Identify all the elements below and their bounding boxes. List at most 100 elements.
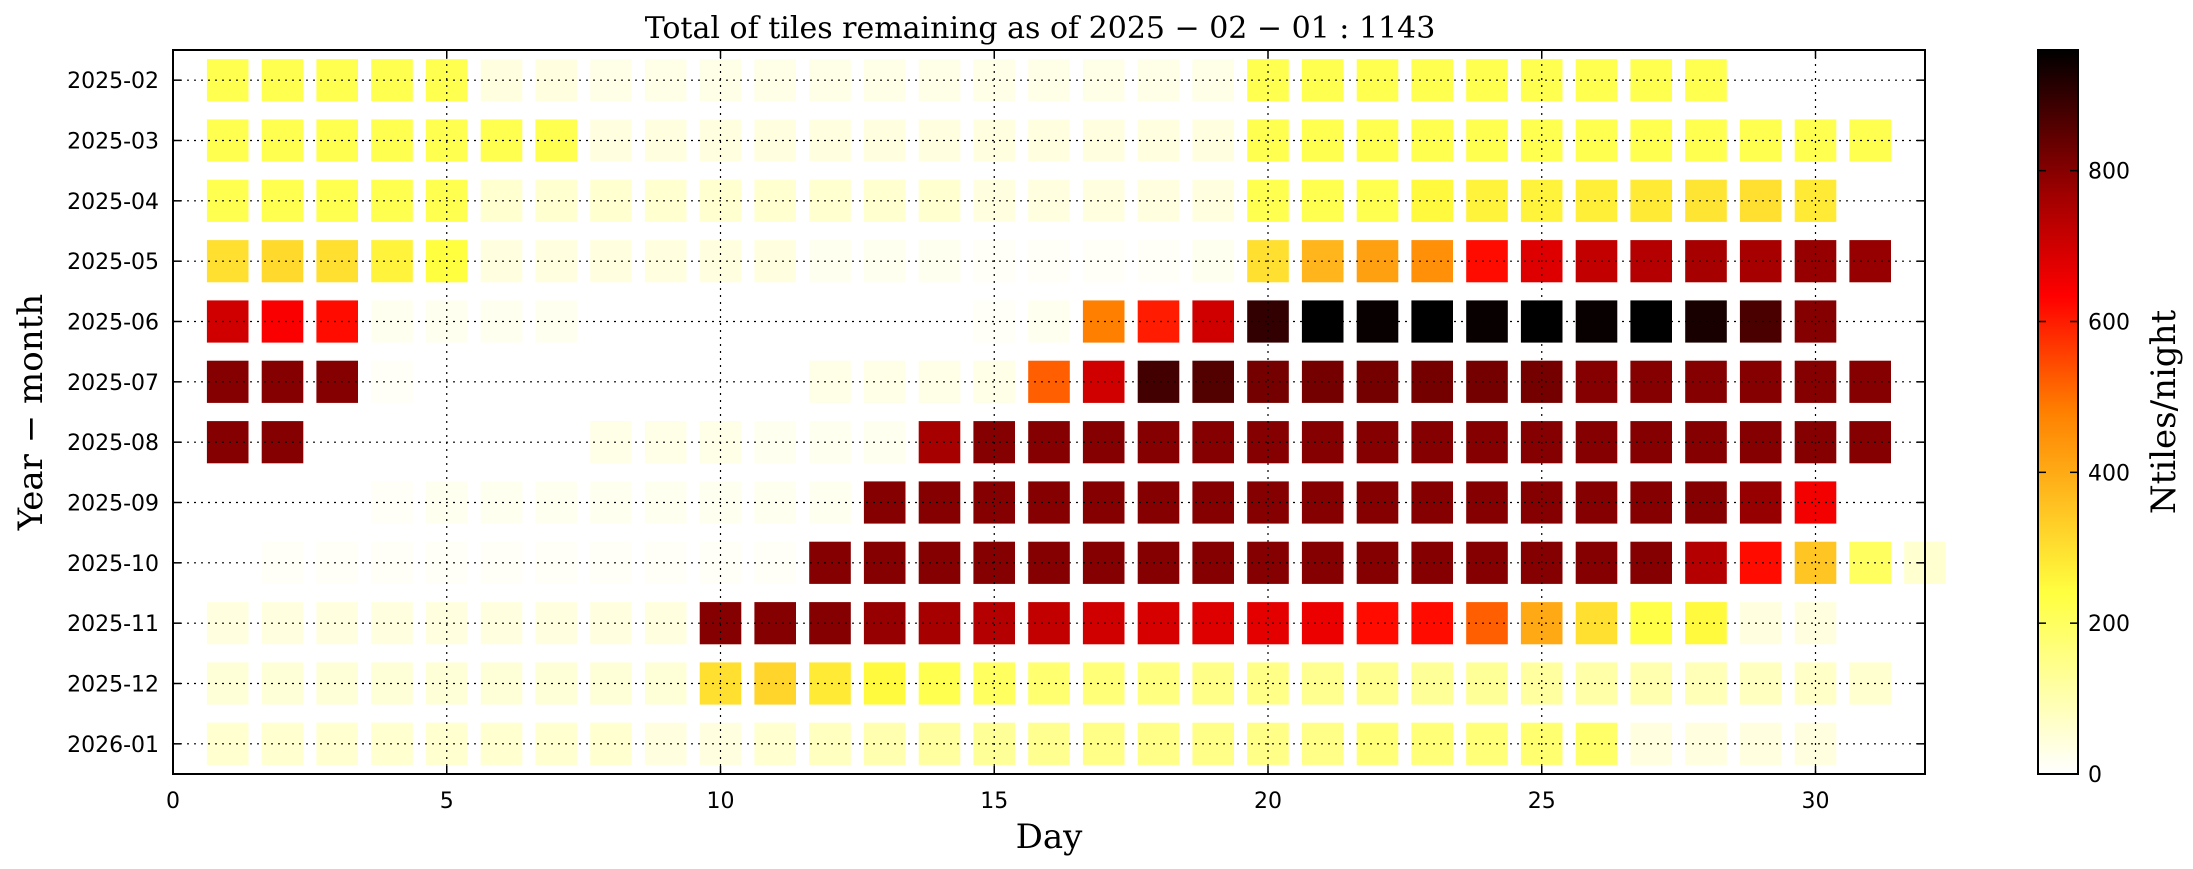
cell [1192,119,1234,162]
cell [1411,300,1453,343]
cell [316,541,358,584]
cell [480,541,523,584]
cell [1247,360,1289,403]
grid-lines [173,50,1925,774]
cell [261,300,304,343]
cell [480,602,523,645]
cell [480,421,523,464]
cell [1466,240,1508,283]
cell [863,59,906,102]
cell [1520,300,1563,343]
cell [1137,119,1180,162]
cell [1849,360,1891,403]
cell [973,119,1015,162]
colorbar-ticks: 0 200 400 600 800 [2038,160,2130,788]
cell [1247,300,1289,343]
cell [1082,602,1125,645]
cell [918,421,961,464]
cell [1137,662,1180,705]
colorbar [2037,49,2079,775]
cell [590,360,632,403]
cell [918,179,961,222]
x-tick-label: 30 [1802,789,1830,814]
cell [1411,481,1453,524]
cell [1739,421,1782,464]
y-tick-label: 2025-11 [67,612,159,637]
cell [1466,662,1508,705]
colorbar-tick-label: 400 [2088,461,2130,486]
cell [1794,360,1837,403]
cell [809,722,851,765]
cell [1466,722,1508,765]
cell [480,662,523,705]
cell [1520,119,1563,162]
cell [644,481,687,524]
cell [316,119,358,162]
cell [1575,541,1618,584]
cell [590,300,632,343]
cell [590,240,632,283]
cell [1247,662,1289,705]
cell [918,602,961,645]
cell [1411,59,1453,102]
cell [644,662,687,705]
cell [1520,360,1563,403]
cell [206,421,249,464]
cell [918,360,961,403]
cell [206,179,249,222]
cell [535,722,577,765]
cell [1137,602,1180,645]
cell [809,662,851,705]
cell [1849,421,1891,464]
cell [1466,360,1508,403]
cell [1137,240,1180,283]
cell [1575,662,1618,705]
cell [644,119,687,162]
cell [809,59,851,102]
cell [1082,541,1125,584]
cell [1137,421,1180,464]
cell [1575,722,1618,765]
cell [644,602,687,645]
y-tick-label: 2025-05 [67,250,159,275]
heatmap-cells [206,59,1946,765]
cell [1247,179,1289,222]
cell [1575,240,1618,283]
cell [261,481,304,524]
cell [973,662,1015,705]
cell [1466,421,1508,464]
y-tick-label: 2025-08 [67,431,159,456]
cell [1575,421,1618,464]
cell [918,119,961,162]
cell [316,59,358,102]
cell [316,722,358,765]
cell [1739,481,1782,524]
cell [535,179,577,222]
cell [316,602,358,645]
cell [973,179,1015,222]
y-tick-label: 2025-06 [67,311,159,336]
cell [1794,481,1837,524]
cell [1739,300,1782,343]
cell [535,300,577,343]
cell [1466,602,1508,645]
cell [1466,481,1508,524]
cell [1082,240,1125,283]
cell [1520,59,1563,102]
cell [1411,421,1453,464]
cell [1247,59,1289,102]
cell [590,59,632,102]
cell [1794,662,1837,705]
cell [809,602,851,645]
cell [480,59,523,102]
cell [1192,602,1234,645]
cell [863,722,906,765]
cell [918,481,961,524]
cell [1137,59,1180,102]
y-axis-ticks: 2025-02 2025-03 2025-04 2025-05 2025-06 2025-… [67,69,1925,758]
cell [1411,119,1453,162]
cell [1575,59,1618,102]
cell [973,300,1015,343]
cell [1739,602,1782,645]
cell [261,240,304,283]
